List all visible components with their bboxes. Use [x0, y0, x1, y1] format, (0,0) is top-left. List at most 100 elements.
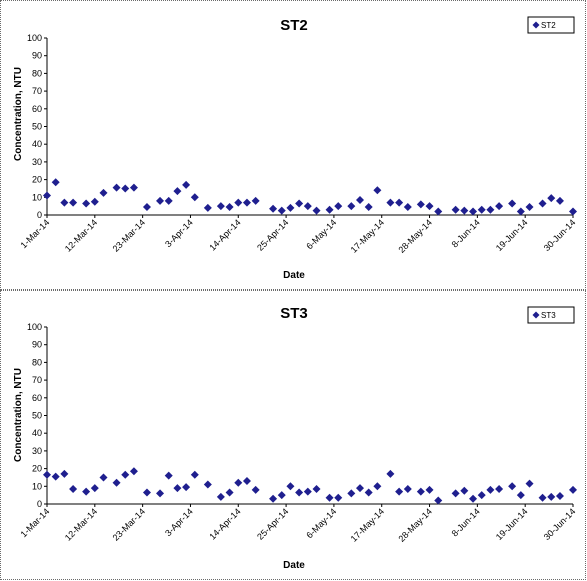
data-point	[477, 205, 486, 214]
data-point	[538, 199, 547, 208]
data-point	[425, 202, 434, 211]
x-tick-label: 8-Jun-14	[450, 217, 482, 249]
data-point	[90, 197, 99, 206]
data-point	[525, 203, 534, 212]
y-tick-label: 90	[32, 51, 42, 61]
data-point	[129, 183, 138, 192]
x-tick-label: 6-May-14	[304, 217, 338, 251]
data-point	[547, 194, 556, 203]
data-point	[69, 484, 78, 493]
data-point	[182, 180, 191, 189]
data-point	[334, 493, 343, 502]
data-point	[99, 473, 108, 482]
data-point	[69, 198, 78, 207]
data-point	[99, 188, 108, 197]
legend-marker	[532, 21, 540, 29]
data-point	[60, 198, 69, 207]
data-point	[242, 198, 251, 207]
x-tick-label: 25-Apr-14	[255, 217, 290, 252]
data-point	[451, 489, 460, 498]
data-point	[460, 206, 469, 215]
y-tick-label: 0	[37, 499, 42, 509]
data-point	[373, 186, 382, 195]
data-point	[395, 487, 404, 496]
data-point	[173, 484, 182, 493]
data-point	[303, 487, 312, 496]
data-point	[216, 202, 225, 211]
data-point	[569, 207, 577, 216]
x-axis-title: Date	[283, 560, 305, 571]
data-point	[112, 478, 121, 487]
x-tick-label: 28-May-14	[396, 217, 433, 254]
data-point	[469, 207, 478, 216]
chart-st3: ST3 Date Concentration, NTU ST3 0 10 20 30 4…	[13, 305, 578, 571]
data-point	[216, 492, 225, 501]
legend-marker	[532, 311, 540, 319]
data-point	[203, 203, 212, 212]
y-tick-label: 20	[32, 175, 42, 185]
data-point	[156, 489, 165, 498]
data-point	[82, 199, 91, 208]
data-point	[295, 199, 304, 208]
x-tick-label: 19-Jun-14	[494, 217, 530, 253]
data-point	[555, 492, 564, 501]
data-point	[269, 204, 278, 213]
data-point	[334, 202, 343, 211]
data-point	[516, 207, 525, 216]
legend-box	[527, 306, 575, 324]
x-tick-label: 12-Mar-14	[63, 506, 99, 542]
data-point	[164, 471, 173, 480]
x-tick-label: 30-Jun-14	[542, 506, 578, 542]
data-point	[386, 198, 395, 207]
data-point	[164, 196, 173, 205]
y-tick-label: 60	[32, 104, 42, 114]
y-tick-label: 70	[32, 86, 42, 96]
x-tick-label: 30-Jun-14	[542, 217, 578, 253]
x-tick-label: 3-Apr-14	[163, 217, 195, 249]
chart-title: ST2	[280, 17, 308, 34]
data-point	[277, 206, 286, 215]
data-point	[303, 202, 312, 211]
data-point	[347, 489, 356, 498]
x-tick-label: 17-May-14	[349, 217, 386, 254]
x-tick-label: 1-Mar-14	[19, 506, 52, 539]
data-point	[225, 203, 234, 212]
y-tick-label: 10	[32, 192, 42, 202]
x-tick-label: 1-Mar-14	[19, 217, 52, 250]
data-point	[129, 467, 138, 476]
data-point	[486, 485, 495, 494]
data-point	[547, 492, 556, 501]
data-point	[234, 478, 243, 487]
y-tick-label: 30	[32, 157, 42, 167]
x-tick-label: 23-Mar-14	[111, 506, 147, 542]
data-point	[312, 206, 321, 215]
data-point	[325, 493, 334, 502]
data-point	[569, 485, 577, 494]
data-point	[451, 205, 460, 214]
data-point	[173, 187, 182, 196]
y-tick-label: 100	[27, 322, 42, 332]
data-point	[90, 484, 99, 493]
data-point	[416, 200, 425, 209]
data-point	[295, 488, 304, 497]
data-point	[416, 487, 425, 496]
y-tick-label: 10	[32, 481, 42, 491]
y-tick-label: 100	[27, 33, 42, 43]
x-tick-label: 17-May-14	[349, 506, 386, 543]
x-tick-label: 19-Jun-14	[494, 506, 530, 542]
legend: ST2	[527, 16, 575, 34]
y-tick-label: 50	[32, 411, 42, 421]
data-point	[469, 494, 478, 503]
data-point	[373, 482, 382, 491]
data-point	[508, 199, 517, 208]
x-tick-label: 23-Mar-14	[111, 217, 147, 253]
data-point	[242, 476, 251, 485]
data-point	[142, 203, 151, 212]
data-point	[477, 491, 486, 500]
data-point	[112, 183, 121, 192]
y-tick-label: 40	[32, 139, 42, 149]
legend-label: ST3	[541, 311, 556, 320]
y-tick-label: 80	[32, 357, 42, 367]
data-point	[312, 484, 321, 493]
y-tick-label: 20	[32, 464, 42, 474]
